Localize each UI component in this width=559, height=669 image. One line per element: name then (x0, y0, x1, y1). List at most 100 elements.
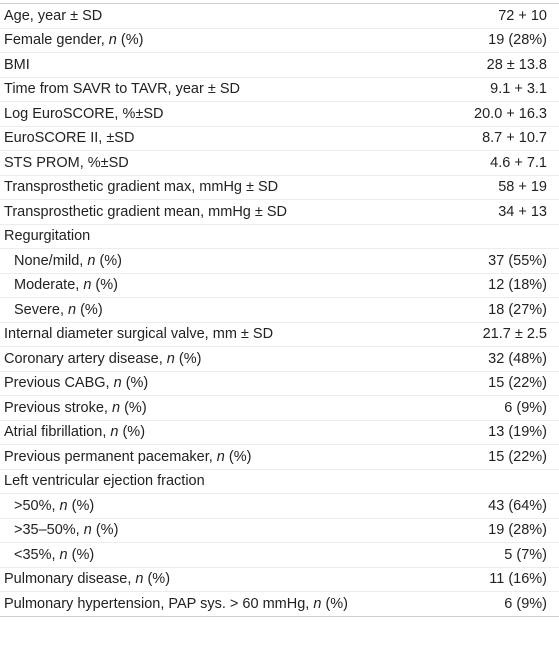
row-value: 13 (19%) (488, 424, 547, 441)
table-row: Age, year ± SD 72 + 10 (0, 4, 559, 29)
row-label: Pulmonary disease, n (%) (0, 571, 170, 587)
label-text: Internal diameter surgical valve, mm ± S… (4, 326, 274, 343)
label-text: (%) (118, 424, 146, 441)
label-text: Moderate, (14, 277, 84, 294)
table-row: <35%, n (%) 5 (7%) (0, 543, 559, 568)
row-value: 32 (48%) (488, 350, 547, 367)
row-value: 5 (7%) (504, 546, 547, 563)
table-row: Previous permanent pacemaker, n (%) 15 (2… (0, 445, 559, 470)
row-label: Transprosthetic gradient mean, mmHg ± SD (0, 204, 287, 220)
table: Age, year ± SD 72 + 10 Female gender, n (%… (0, 3, 559, 617)
table-row: Left ventricular ejection fraction (0, 470, 559, 494)
row-label: Regurgitation (0, 228, 90, 244)
label-text: (%) (67, 497, 95, 514)
label-text: STS PROM, %±SD (4, 154, 129, 171)
row-label: STS PROM, %±SD (0, 155, 129, 171)
label-text: Regurgitation (4, 228, 91, 245)
table-row: Time from SAVR to TAVR, year ± SD 9.1 + 3… (0, 78, 559, 102)
row-value: 58 + 19 (498, 179, 547, 196)
label-text: Time from SAVR to TAVR, year ± SD (4, 81, 240, 98)
row-label: Female gender, n (%) (0, 32, 143, 48)
label-text: Previous permanent pacemaker, (4, 448, 217, 465)
label-text: Previous stroke, (4, 399, 112, 416)
label-text: Previous CABG, (4, 375, 114, 392)
table-row: EuroSCORE II, ±SD 8.7 + 10.7 (0, 127, 559, 151)
table-row: STS PROM, %±SD 4.6 + 7.1 (0, 151, 559, 176)
table-row: Transprosthetic gradient max, mmHg ± SD 5… (0, 176, 559, 200)
table-row: BMI 28 ± 13.8 (0, 53, 559, 78)
row-label: Previous permanent pacemaker, n (%) (0, 449, 251, 465)
row-label: Previous stroke, n (%) (0, 400, 147, 416)
label-text: (%) (120, 399, 147, 416)
row-value: 11 (16%) (489, 571, 547, 588)
row-value: 15 (22%) (488, 375, 547, 392)
label-text: Pulmonary hypertension, PAP sys. > 60 mm… (4, 595, 314, 612)
table-row: Previous CABG, n (%) 15 (22%) (0, 372, 559, 396)
table-row: Pulmonary hypertension, PAP sys. > 60 mm… (0, 592, 559, 617)
table-row: Moderate, n (%) 12 (18%) (0, 274, 559, 298)
row-value: 20.0 + 16.3 (474, 105, 547, 122)
label-text: Coronary artery disease, (4, 350, 167, 367)
table-row: Coronary artery disease, n (%) 32 (48%) (0, 347, 559, 372)
label-text: >35–50%, (14, 522, 84, 539)
row-value: 18 (27%) (488, 301, 547, 318)
label-text: BMI (4, 56, 30, 73)
label-text: (%) (91, 522, 119, 539)
label-text: Transprosthetic gradient max, mmHg ± SD (4, 179, 279, 196)
label-text: n (83, 277, 92, 294)
row-value: 28 ± 13.8 (486, 56, 547, 73)
row-label: None/mild, n (%) (0, 253, 122, 269)
label-text: (%) (143, 571, 171, 588)
row-label: Age, year ± SD (0, 8, 102, 24)
row-label: Severe, n (%) (0, 302, 103, 318)
table-row: >35–50%, n (%) 19 (28%) (0, 519, 559, 543)
row-value: 6 (9%) (504, 595, 547, 612)
label-text: Left ventricular ejection fraction (4, 473, 205, 490)
label-text: n (135, 571, 144, 588)
table-row: Female gender, n (%) 19 (28%) (0, 29, 559, 53)
row-value: 37 (55%) (488, 252, 547, 269)
label-text: Transprosthetic gradient mean, mmHg ± SD (4, 203, 288, 220)
label-text: n (59, 497, 68, 514)
row-value: 21.7 ± 2.5 (482, 326, 547, 343)
label-text: (%) (76, 301, 103, 318)
row-label: Left ventricular ejection fraction (0, 473, 205, 489)
row-label: Previous CABG, n (%) (0, 375, 148, 391)
row-label: Transprosthetic gradient max, mmHg ± SD (0, 179, 278, 195)
label-text: n (87, 252, 96, 269)
label-text: (%) (321, 595, 349, 612)
table-row: Regurgitation (0, 225, 559, 249)
label-text: >50%, (14, 497, 60, 514)
row-value: 9.1 + 3.1 (490, 81, 547, 98)
label-text: (%) (174, 350, 202, 367)
label-text: (%) (95, 252, 123, 269)
table-row: Severe, n (%) 18 (27%) (0, 298, 559, 323)
row-value: 6 (9%) (504, 399, 547, 416)
row-value: 15 (22%) (488, 448, 547, 465)
label-text: <35%, (14, 546, 60, 563)
row-label: Atrial fibrillation, n (%) (0, 424, 145, 440)
label-text: n (59, 546, 68, 563)
row-label: Coronary artery disease, n (%) (0, 351, 201, 367)
label-text: (%) (116, 32, 144, 49)
row-label: BMI (0, 57, 30, 73)
row-value: 4.6 + 7.1 (490, 154, 547, 171)
label-text: (%) (91, 277, 118, 294)
label-text: n (313, 595, 322, 612)
label-text: n (68, 301, 77, 318)
label-text: EuroSCORE II, ±SD (4, 130, 135, 147)
table-row: Previous stroke, n (%) 6 (9%) (0, 396, 559, 421)
label-text: Atrial fibrillation, (4, 424, 111, 441)
label-text: None/mild, (14, 252, 88, 269)
table-row: Pulmonary disease, n (%) 11 (16%) (0, 568, 559, 592)
row-label: Internal diameter surgical valve, mm ± S… (0, 326, 273, 342)
row-label: <35%, n (%) (0, 547, 94, 563)
label-text: Age, year ± SD (4, 7, 103, 24)
label-text: Log EuroSCORE, %±SD (4, 105, 164, 122)
table-row: None/mild, n (%) 37 (55%) (0, 249, 559, 274)
row-label: Time from SAVR to TAVR, year ± SD (0, 81, 240, 97)
row-value: 19 (28%) (488, 32, 547, 49)
table-row: >50%, n (%) 43 (64%) (0, 494, 559, 519)
row-value: 43 (64%) (488, 497, 547, 514)
table-row: Log EuroSCORE, %±SD 20.0 + 16.3 (0, 102, 559, 127)
